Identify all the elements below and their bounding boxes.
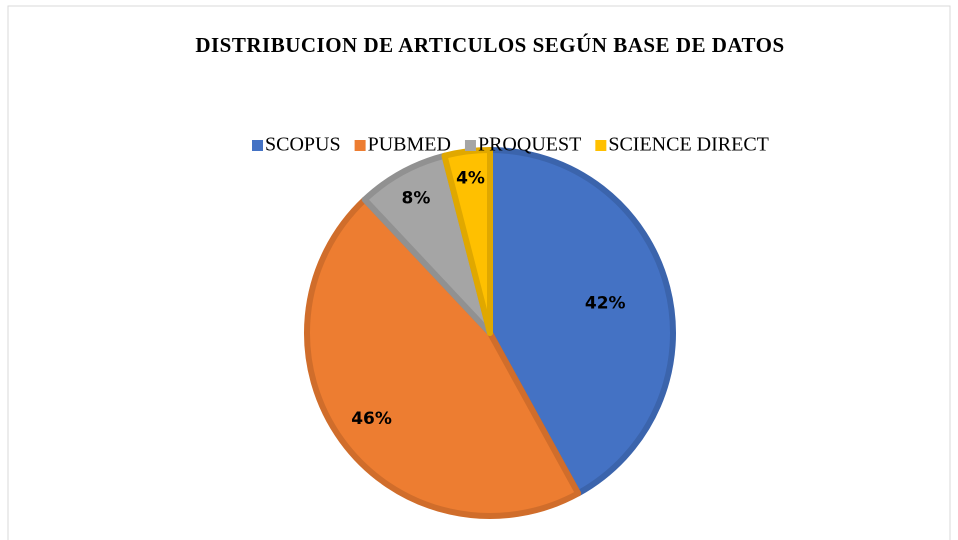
- pie-slice: [487, 147, 676, 497]
- legend-swatch: [354, 140, 366, 151]
- legend-swatch: [464, 140, 476, 151]
- pie: 42% 46% 8% 4%: [304, 147, 676, 519]
- pie-slice: [304, 196, 582, 519]
- legend-swatch: [252, 140, 263, 151]
- legend: SCOPUS PUBMED PROQUEST SCIENCE DIRECT: [252, 134, 769, 156]
- legend-label: PUBMED: [368, 134, 451, 156]
- data-label: 46%: [351, 409, 392, 429]
- slice-edge: [304, 196, 582, 519]
- legend-label: SCIENCE DIRECT: [608, 134, 769, 156]
- chart-title: DISTRIBUCION DE ARTICULOS SEGÚN BASE DE …: [195, 33, 784, 57]
- data-label: 8%: [402, 188, 431, 208]
- data-label: 4%: [456, 169, 485, 189]
- data-label: 42%: [585, 293, 626, 313]
- legend-swatch: [595, 140, 607, 151]
- pie-slice: [441, 147, 493, 336]
- slice-edge: [487, 147, 676, 497]
- slice-edge: [441, 147, 493, 336]
- legend-label: PROQUEST: [478, 134, 581, 156]
- legend-label: SCOPUS: [265, 134, 341, 156]
